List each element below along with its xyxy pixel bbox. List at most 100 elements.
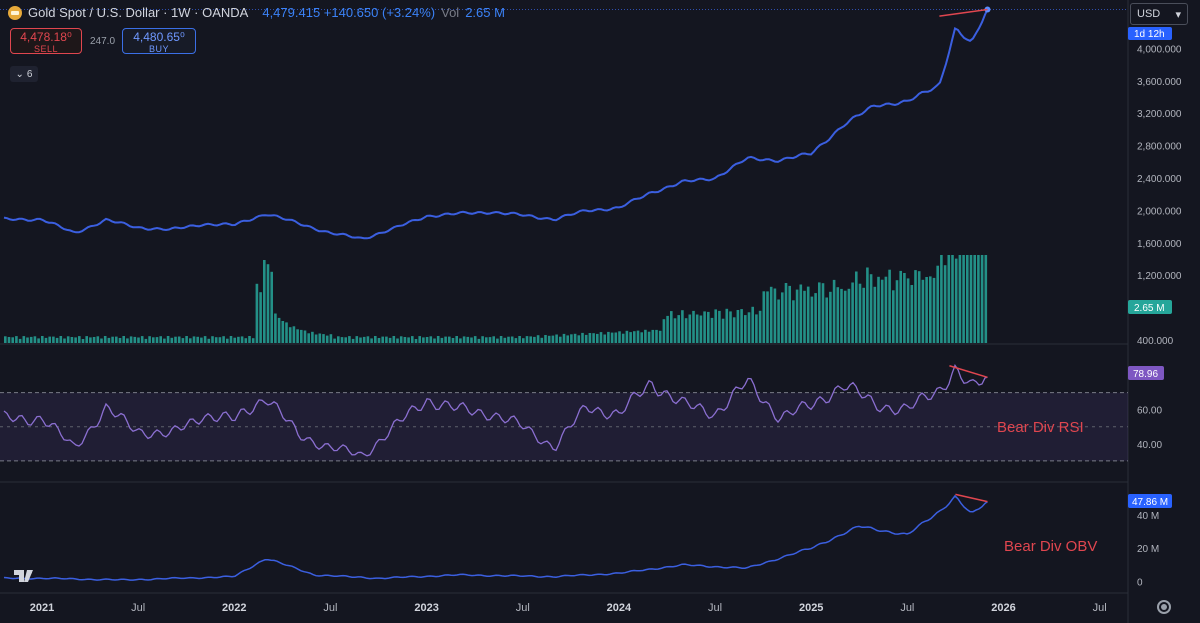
symbol-title[interactable]: Gold Spot / U.S. Dollar · 1W · OANDA [28,5,249,20]
volume-bar [44,337,48,343]
volume-bar [980,255,984,343]
spread-value: 247.0 [90,36,116,47]
volume-value: 2.65 M [465,5,505,20]
obv-axis-tick: 20 M [1137,544,1159,555]
volume-bar [85,336,88,343]
price-axis-tick: 2,800.000 [1137,142,1182,153]
buy-button[interactable]: 4,480.65⁰ BUY [122,28,196,54]
volume-bar [492,336,495,343]
volume-bar [200,337,203,343]
volume-label: Vol [441,5,460,20]
volume-bar [411,336,414,343]
volume-bar [714,309,717,343]
volume-bar [747,312,751,343]
volume-bar [755,314,758,343]
volume-bar [244,338,248,343]
volume-bar [862,287,865,343]
volume-bar [48,336,51,343]
rsi-annotation: Bear Div RSI [997,419,1084,436]
gold-logo-icon [8,5,22,20]
rsi-series-line [3,363,988,457]
volume-bar [906,278,910,343]
volume-bar [181,338,185,343]
volume-bar [251,338,255,343]
volume-bar [658,330,662,343]
volume-bar [814,293,817,343]
volume-bar [829,291,832,343]
volume-bar [781,292,784,343]
volume-bar [166,336,170,343]
volume-bar [470,337,473,343]
volume-bar [884,276,888,343]
volume-bar [314,334,318,343]
volume-bar [255,283,259,343]
volume-bar [422,337,425,343]
volume-bar [307,333,310,343]
volume-bar [777,299,780,343]
volume-bar [633,331,636,343]
volume-bar [533,336,536,343]
buy-price: 4,480.65⁰ [133,30,185,44]
volume-bar [103,336,107,343]
obv-axis-tick: 40 M [1137,511,1159,522]
volume-bar [362,336,366,343]
volume-bar [832,279,836,343]
tradingview-logo-part [28,570,32,574]
volume-bar [636,330,640,343]
volume-bar [677,315,680,343]
volume-bar [536,335,540,343]
volume-bar [333,338,336,343]
volume-bar [973,255,976,343]
volume-bar [584,334,588,343]
volume-bar [325,335,329,343]
volume-bar [11,337,14,343]
volume-bar [947,255,951,343]
volume-bar [588,333,592,343]
obv-series-line [3,494,988,581]
sell-button[interactable]: 4,478.18⁰ SELL [10,28,82,54]
countdown-label: 1d 12h [1134,29,1165,40]
volume-bar [688,314,692,343]
volume-bar [625,330,629,343]
tradingview-logo-icon [14,570,33,582]
rsi-divergence-line [949,365,988,379]
volume-bar [226,338,229,343]
volume-bar [274,313,277,343]
price-axis-tick: 2,000.000 [1137,206,1182,217]
volume-bar [107,337,111,343]
time-axis-tick: Jul [323,602,337,614]
volume-bar [29,336,33,343]
volume-bar [507,336,510,343]
collapse-indicators-button[interactable]: ⌄ 6 [10,66,38,82]
volume-bar [222,336,225,343]
volume-bar [806,286,810,343]
volume-bar [784,283,788,343]
volume-bar [899,270,902,343]
volume-bar [707,311,710,343]
currency-select[interactable]: USD ▾ [1130,3,1188,25]
volume-bar [821,283,825,343]
volume-bar [263,260,266,343]
volume-bar [351,338,355,343]
volume-bar [26,337,29,343]
volume-bar [799,284,803,343]
settings-gear-icon[interactable] [1157,600,1171,614]
volume-bar [984,255,988,343]
volume-bar [81,339,85,343]
price-axis-tick: 1,600.000 [1137,239,1182,250]
volume-bar [118,338,122,343]
volume-bar [381,336,384,343]
volume-bar [666,315,669,343]
volume-bar [725,308,729,343]
volume-bar [858,283,862,343]
volume-bar [366,336,370,343]
volume-bar [414,339,418,343]
volume-bar [207,338,211,343]
volume-bar [218,337,222,343]
volume-bar [851,282,854,343]
volume-bar [100,338,103,343]
volume-bar [148,336,151,343]
time-axis-tick: Jul [131,602,145,614]
volume-bar [903,273,906,343]
volume-bar [803,290,806,343]
